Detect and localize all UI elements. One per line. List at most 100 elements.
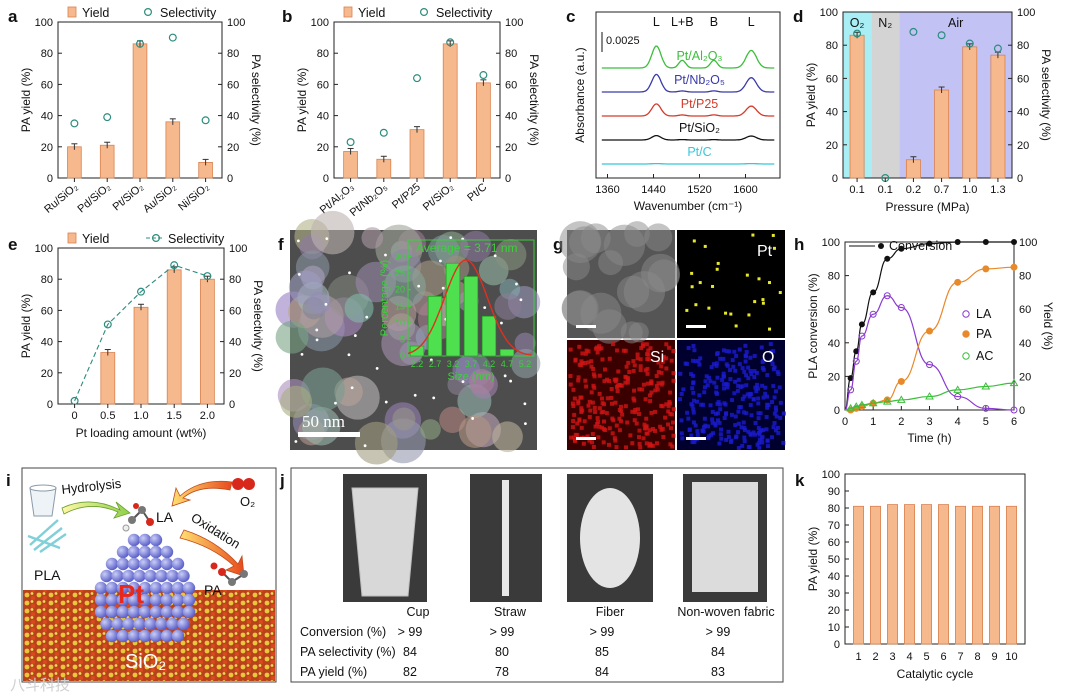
si-signal [648,441,653,446]
o-signal [772,365,777,370]
pt-atom [116,629,130,643]
o-signal [721,374,726,379]
o-signal [728,377,733,382]
y2-tick-label: 100 [1017,7,1035,19]
y-tick-label: 60 [828,304,840,316]
si-signal [591,366,596,371]
si-signal [618,404,623,409]
selectivity-point [479,71,488,80]
data-point [851,402,861,410]
series-label: Pt/P25 [681,97,719,111]
si-signal [600,357,605,362]
o-signal [709,432,714,437]
o-signal [724,437,729,442]
o-signal [745,392,750,397]
si-signal [668,401,673,406]
pt-atom [127,557,141,571]
o-signal [765,402,770,407]
pt-atom [177,617,190,631]
o-signal [773,389,778,394]
selectivity-point [379,128,388,137]
si-signal [601,409,606,414]
si-signal [589,390,594,395]
si-signal [595,416,600,421]
o-signal [691,373,696,378]
product-table: Cup Straw Fiber Non-woven fabric Conversion … [300,605,775,679]
si-signal [602,379,607,384]
panel-label-h: h [794,235,804,254]
x-tick-label: 2.0 [200,410,215,422]
si-signal [599,396,604,401]
o-signal [748,432,753,437]
panel-label-d: d [793,7,803,26]
hist-x-tick-label: 4.7 [501,359,514,369]
plot-d: O₂ N₂ Air 0 0 20 20 40 40 60 60 80 80 100 100 0.1 0.1 0.2… [804,7,1053,214]
o-signal [693,423,698,428]
y2-tick-label: 100 [227,17,245,29]
pt-atom [94,581,108,595]
y-tick-label: 0 [832,173,838,185]
pt-particle [325,237,329,241]
o-signal [760,360,765,365]
y2-tick-label: 80 [1019,271,1031,283]
si-signal [586,360,591,365]
selectivity-point [70,119,79,128]
pt-atom [133,617,146,631]
o-signal [708,403,713,408]
o-signal [740,397,745,402]
x-tick-label: 0 [72,410,78,422]
legend-label-yield: Yield [358,6,385,20]
yield-bar [989,505,1001,645]
o-signal [772,411,777,416]
peak-label: B [710,15,718,29]
si-signal [568,374,573,379]
si-signal [610,401,615,406]
haadf-particle [628,322,649,343]
table-column-header: Straw [494,605,527,619]
si-signal [611,342,616,347]
pt-atom [105,629,119,643]
o-signal [771,349,776,354]
pt-particle [315,338,319,342]
si-signal [623,374,628,379]
pt-atom [160,629,174,643]
table-cell: 85 [595,645,609,659]
data-point [926,240,933,247]
x-axis-label: Pt loading amount (wt%) [76,426,207,440]
o-signal [695,432,700,437]
pt-atom [105,557,119,571]
o-signal [691,390,696,395]
o-signal [744,411,749,416]
si-signal [603,367,608,372]
si-signal [634,421,639,426]
x-tick-label: 1.0 [962,184,977,196]
hist-y-tick-label: 0 [400,351,405,361]
o-signal [774,408,779,413]
o-signal [691,380,696,385]
data-point [926,327,933,335]
data-point [884,255,891,262]
peak-label: L [653,15,660,29]
si-signal [611,418,616,423]
o-signal [742,410,747,415]
table-column-header: Non-woven fabric [677,605,774,619]
o-signal [761,367,766,372]
yield-bar [904,504,916,645]
pt-signal [729,312,733,316]
pt-particle [365,315,369,319]
selectivity-point [965,39,974,48]
legend-label: PA [976,327,992,341]
panel-f: f 0 5 10 15 20 25 30 2.2 2.7 3.2 3.7 4.2 4.7 5.2 Avera… [275,210,541,465]
pt-particle [296,239,300,243]
o-signal [742,425,747,430]
legend-label-selectivity: Selectivity [168,232,225,246]
y-axis-label: PA yield (%) [804,63,818,127]
o-signal [731,364,736,369]
o-signal [743,359,748,364]
eds-o-label: O [762,349,774,366]
y-tick-label: 40 [41,337,53,349]
pt-particle [523,402,527,406]
o-signal [769,349,774,354]
data-point [847,375,854,382]
silica-particle [468,368,495,395]
